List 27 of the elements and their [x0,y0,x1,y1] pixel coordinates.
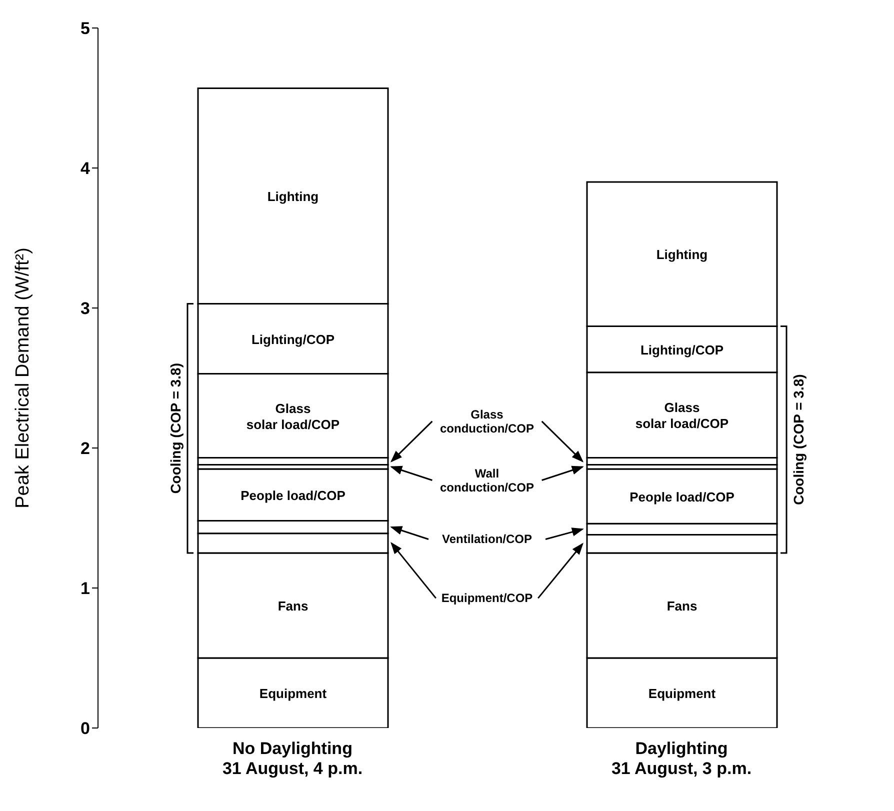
text: Equipment/COP [441,591,533,606]
x-tick-label: Daylighting 31 August, 3 p.m. [611,739,752,778]
annotation: Cooling (COP = 3.8) [168,362,184,494]
legend-label: Wall conduction/COP [440,466,534,494]
text: Glass solar load/COP [635,400,729,432]
series-label: Fans [278,598,308,614]
y-axis-title: Peak Electrical Demand (W/ft²) [12,248,34,508]
text: Glass conduction/COP [440,407,534,436]
y-tick-label: 4 [80,159,91,178]
legend-label: Ventilation/COP [442,532,532,546]
y-tick-label: 3 [80,299,90,318]
x-tick-label: No Daylighting 31 August, 4 p.m. [222,739,363,778]
series-label: Glass solar load/COP [246,400,340,432]
series-label: People load/COP [240,488,346,503]
y-tick-label: 5 [80,19,90,38]
y-tick-label: 1 [80,579,90,598]
series-label: Equipment [259,686,328,701]
y-tick-label: 0 [80,719,90,738]
text: Equipment [648,686,716,701]
text: Fans [666,598,698,614]
text: People load/COP [630,489,734,504]
series-label: Lighting [656,247,708,262]
y-tick-label: 2 [80,439,90,458]
annotation: Cooling (COP = 3.8) [790,374,806,506]
text: Lighting [267,189,319,204]
series-label: Lighting/COP [640,342,724,358]
text: Lighting/COP [251,332,335,347]
